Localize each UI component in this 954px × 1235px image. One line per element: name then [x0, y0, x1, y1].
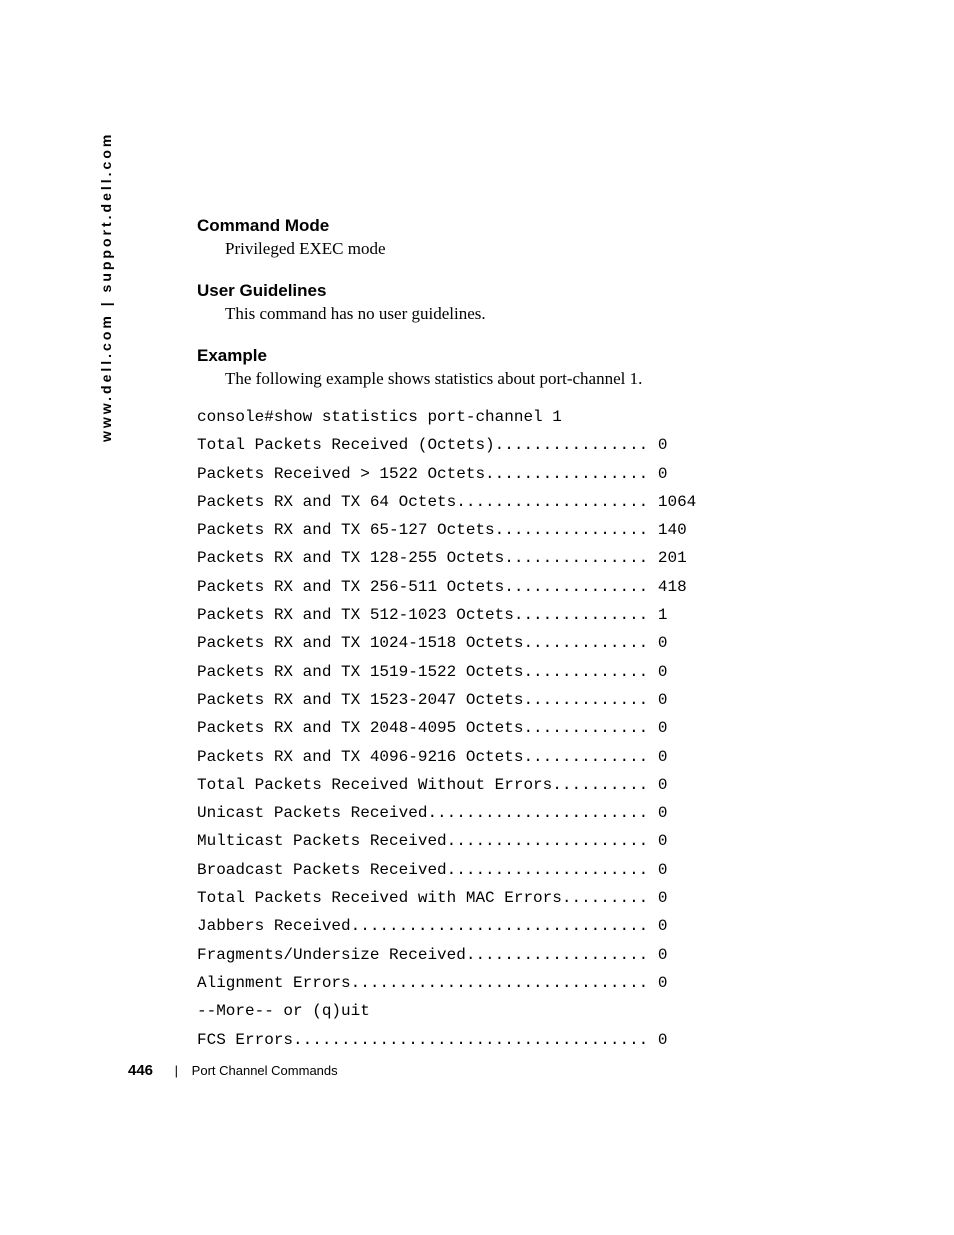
- console-line: Packets RX and TX 65-127 Octets.........…: [197, 521, 687, 539]
- console-line: Broadcast Packets Received..............…: [197, 861, 667, 879]
- spacer: [197, 324, 857, 346]
- console-line: Packets RX and TX 512-1023 Octets.......…: [197, 606, 667, 624]
- console-line: Alignment Errors........................…: [197, 974, 667, 992]
- spacer: [197, 259, 857, 281]
- console-line: Packets RX and TX 256-511 Octets........…: [197, 578, 687, 596]
- console-line: Unicast Packets Received................…: [197, 804, 667, 822]
- console-line: Total Packets Received Without Errors...…: [197, 776, 667, 794]
- console-line: Packets RX and TX 1519-1522 Octets......…: [197, 663, 667, 681]
- console-line: Jabbers Received........................…: [197, 917, 667, 935]
- console-output: console#show statistics port-channel 1 T…: [197, 403, 857, 1054]
- heading-command-mode: Command Mode: [197, 216, 857, 236]
- console-line: FCS Errors..............................…: [197, 1031, 667, 1049]
- console-line: Packets RX and TX 2048-4095 Octets......…: [197, 719, 667, 737]
- console-line: Total Packets Received (Octets).........…: [197, 436, 667, 454]
- console-line: Packets RX and TX 4096-9216 Octets......…: [197, 748, 667, 766]
- console-line: Packets RX and TX 1024-1518 Octets......…: [197, 634, 667, 652]
- console-line: Packets RX and TX 1523-2047 Octets......…: [197, 691, 667, 709]
- console-line: Total Packets Received with MAC Errors..…: [197, 889, 667, 907]
- console-line: Packets RX and TX 64 Octets.............…: [197, 493, 696, 511]
- main-content: Command Mode Privileged EXEC mode User G…: [197, 216, 857, 1054]
- page: www.dell.com | support.dell.com Command …: [0, 0, 954, 1235]
- console-line: Packets RX and TX 128-255 Octets........…: [197, 549, 687, 567]
- page-number: 446: [128, 1062, 153, 1079]
- heading-user-guidelines: User Guidelines: [197, 281, 857, 301]
- body-example: The following example shows statistics a…: [225, 369, 857, 389]
- side-url: www.dell.com | support.dell.com: [98, 132, 114, 442]
- console-line: Multicast Packets Received..............…: [197, 832, 667, 850]
- footer-chapter: Port Channel Commands: [192, 1063, 338, 1078]
- body-command-mode: Privileged EXEC mode: [225, 239, 857, 259]
- footer: 446 | Port Channel Commands: [128, 1062, 338, 1079]
- body-user-guidelines: This command has no user guidelines.: [225, 304, 857, 324]
- console-prompt-line: console#show statistics port-channel 1: [197, 408, 562, 426]
- footer-divider: |: [175, 1063, 178, 1078]
- console-line: Packets Received > 1522 Octets..........…: [197, 465, 667, 483]
- heading-example: Example: [197, 346, 857, 366]
- console-line: Fragments/Undersize Received............…: [197, 946, 667, 964]
- console-line: --More-- or (q)uit: [197, 1002, 370, 1020]
